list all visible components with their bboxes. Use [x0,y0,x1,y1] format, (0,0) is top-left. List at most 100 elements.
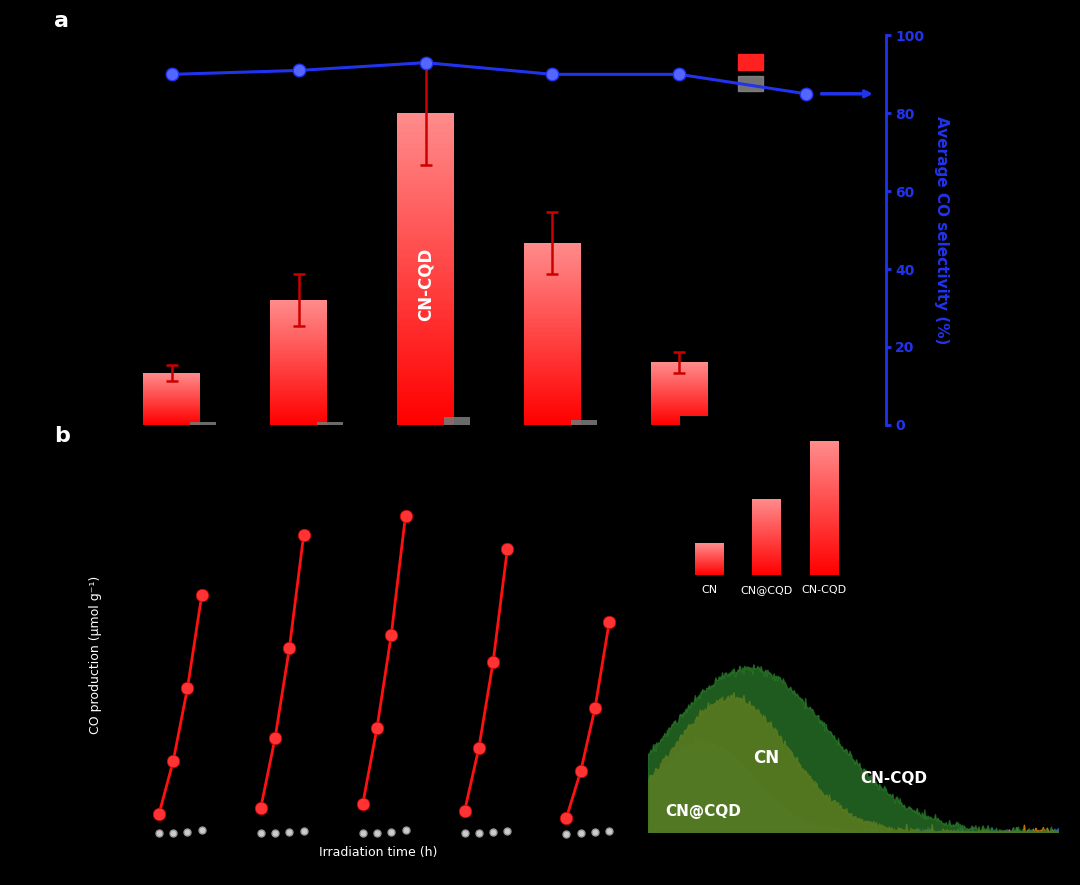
Bar [397,322,454,325]
Bar [524,303,581,304]
Bar [524,321,581,323]
Bar [810,571,839,573]
Bar [397,328,454,331]
Bar [810,565,839,566]
Bar [810,448,839,450]
Y-axis label: Average CO selectivity (%): Average CO selectivity (%) [934,116,949,344]
Bar [810,503,839,504]
Bar [810,484,839,486]
Bar [270,352,327,354]
Bar [397,275,454,279]
Bar [524,252,581,254]
Bar [270,392,327,394]
Bar [524,380,581,381]
Bar [524,247,581,249]
Bar [524,268,581,270]
Bar [270,309,327,310]
Bar [270,327,327,329]
Y-axis label: CO production (μmol g⁻¹): CO production (μmol g⁻¹) [90,576,103,734]
Bar [270,390,327,391]
Bar [270,419,327,421]
Bar [397,191,454,195]
Bar [270,312,327,314]
Bar [270,317,327,318]
Bar [524,414,581,416]
Bar [397,350,454,353]
Bar [397,195,454,197]
Bar [270,371,327,373]
Bar [524,276,581,278]
Bar [270,333,327,334]
Bar [397,235,454,238]
Bar [270,421,327,422]
Bar [397,247,454,250]
Bar [397,117,454,119]
Bar [524,274,581,276]
Bar [810,525,839,526]
Bar [524,245,581,247]
Bar [524,283,581,285]
Bar [397,126,454,129]
Bar [270,416,327,418]
Bar [524,401,581,403]
Bar [571,420,596,425]
Bar [698,422,724,425]
Bar [270,412,327,413]
Bar [810,471,839,473]
Bar [270,306,327,308]
Bar [810,519,839,520]
Bar [524,365,581,366]
Text: a: a [54,11,69,31]
Bar [810,465,839,466]
Bar [270,394,327,395]
Bar [810,516,839,518]
Bar [270,348,327,349]
Bar [810,552,839,554]
Bar [397,279,454,281]
Bar [397,213,454,216]
Bar [810,491,839,492]
Bar [524,250,581,252]
Bar [810,487,839,489]
Bar [397,281,454,285]
Bar [397,263,454,266]
Bar [524,419,581,421]
Bar [397,219,454,222]
Bar [397,409,454,412]
Bar [524,259,581,261]
Bar [397,337,454,341]
Bar [397,166,454,169]
Bar [810,447,839,448]
Bar [270,364,327,365]
Bar [270,366,327,367]
Bar [524,350,581,352]
Bar [810,533,839,534]
Bar [318,421,343,425]
Bar [270,349,327,350]
Bar [270,354,327,355]
Bar [810,555,839,557]
Bar [524,297,581,299]
Bar [397,372,454,375]
Bar [270,369,327,370]
Bar [524,378,581,380]
Bar [397,138,454,142]
Bar [524,266,581,268]
Bar [524,358,581,359]
Bar [397,154,454,157]
Bar [270,422,327,424]
Bar [270,336,327,337]
Bar [524,389,581,390]
Bar [810,500,839,502]
Bar [810,554,839,555]
Bar [524,416,581,418]
Bar [270,397,327,398]
Bar [524,323,581,325]
Bar [270,358,327,360]
Bar [397,185,454,188]
Bar [524,258,581,259]
Bar [810,512,839,513]
Bar [270,424,327,425]
Bar [810,518,839,519]
Bar [810,558,839,559]
